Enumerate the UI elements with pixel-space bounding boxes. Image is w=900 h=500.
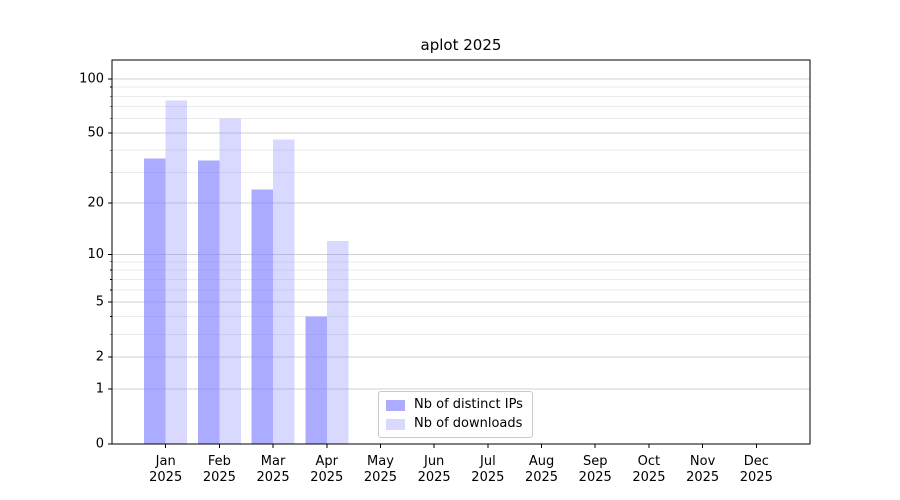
legend-item-distinct-ips: Nb of distinct IPs — [386, 397, 523, 413]
x-tick-label: May 2025 — [364, 454, 397, 485]
x-tick-label: Apr 2025 — [310, 454, 343, 485]
y-tick-label: 20 — [87, 196, 104, 211]
legend: Nb of distinct IPs Nb of downloads — [378, 391, 533, 438]
bar-distinct-ips — [251, 189, 274, 444]
bar-downloads — [219, 118, 241, 445]
y-tick-label: 50 — [87, 125, 104, 140]
legend-label-downloads: Nb of downloads — [414, 416, 523, 431]
legend-label-distinct-ips: Nb of distinct IPs — [414, 397, 523, 412]
x-tick-label: Nov 2025 — [686, 454, 719, 485]
y-tick-label: 10 — [87, 247, 104, 262]
x-tick-label: Mar 2025 — [257, 454, 290, 485]
chart-title: aplot 2025 — [420, 36, 502, 54]
y-tick-label: 0 — [96, 437, 104, 452]
x-tick-label: Aug 2025 — [525, 454, 558, 485]
bar-distinct-ips — [197, 160, 220, 444]
bar-downloads — [165, 100, 188, 445]
y-tick-label: 5 — [96, 295, 104, 310]
x-tick-label: Jan 2025 — [149, 454, 182, 485]
bar-distinct-ips — [305, 316, 327, 444]
legend-swatch-distinct-ips-icon — [386, 399, 405, 411]
x-tick-label: Oct 2025 — [632, 454, 665, 485]
x-tick-label: Dec 2025 — [740, 454, 773, 485]
x-tick-label: Sep 2025 — [579, 454, 612, 485]
x-tick-label: Jun 2025 — [418, 454, 451, 485]
x-tick-label: Feb 2025 — [203, 454, 236, 485]
legend-swatch-downloads-icon — [386, 418, 405, 430]
bar-distinct-ips — [144, 158, 166, 444]
bar-downloads — [273, 139, 295, 445]
y-tick-label: 100 — [79, 71, 104, 86]
x-tick-label: Jul 2025 — [471, 454, 504, 485]
y-tick-label: 2 — [96, 350, 104, 365]
axes-spines — [111, 59, 811, 445]
legend-item-downloads: Nb of downloads — [386, 416, 523, 432]
y-tick-label: 1 — [96, 382, 104, 397]
bar-downloads — [326, 241, 349, 444]
